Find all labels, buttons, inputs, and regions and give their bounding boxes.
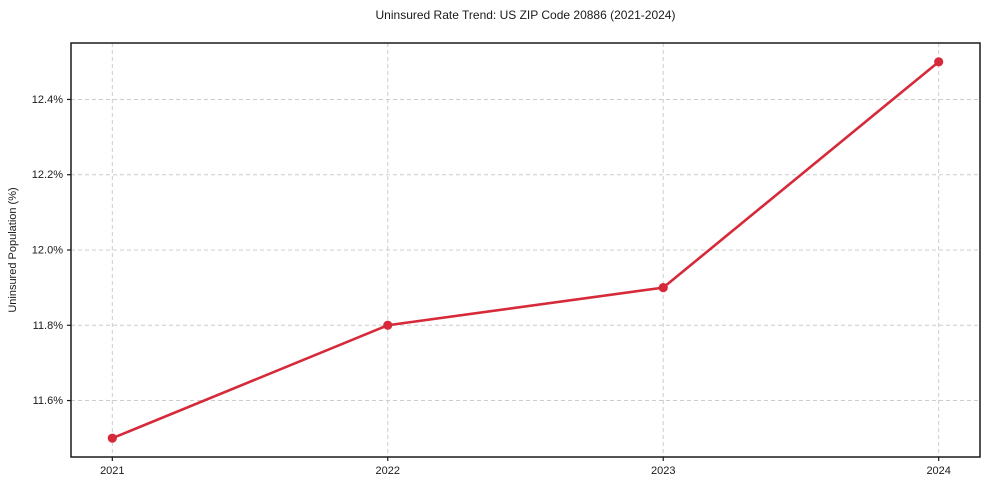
trend-line [111, 60, 940, 440]
y-tick-label: 12.2% [32, 169, 63, 181]
x-tick-label: 2021 [100, 465, 124, 477]
x-tick-label: 2023 [651, 465, 675, 477]
x-tick-label: 2024 [926, 465, 950, 477]
data-point-2022 [383, 320, 393, 330]
x-tick-label: 2022 [376, 465, 400, 477]
y-tick-label: 11.8% [33, 320, 64, 332]
data-point-2023 [658, 283, 668, 293]
y-tick-label: 12.0% [32, 245, 63, 257]
data-point-2021 [107, 433, 117, 443]
chart-title: Uninsured Rate Trend: US ZIP Code 20886 … [375, 8, 676, 22]
y-tick-label: 12.4% [32, 94, 63, 106]
data-point-2024 [934, 57, 944, 67]
y-tick-label: 11.6% [33, 395, 64, 407]
